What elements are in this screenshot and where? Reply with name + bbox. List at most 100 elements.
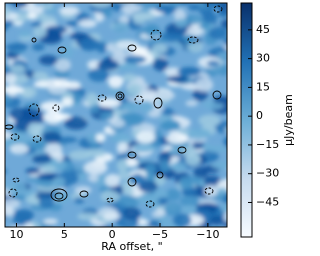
noise-blob: [43, 218, 59, 225]
contour: [150, 29, 162, 41]
noise-blob: [59, 6, 80, 16]
noise-blob: [101, 8, 113, 18]
noise-blob: [159, 121, 181, 131]
contour: [156, 171, 164, 179]
noise-blob: [117, 158, 129, 173]
noise-blob: [18, 30, 31, 38]
noise-blob: [74, 197, 85, 204]
contour: [54, 192, 64, 200]
colorbar: [240, 2, 253, 238]
noise-blob: [167, 3, 188, 8]
noise-blob: [154, 174, 166, 186]
noise-blob: [181, 205, 197, 215]
noise-blob: [157, 197, 169, 205]
noise-blob: [170, 162, 187, 172]
noise-blob: [102, 211, 120, 221]
noise-blob: [223, 37, 227, 45]
noise-blob: [41, 165, 56, 173]
contour: [187, 36, 199, 44]
noise-blob: [73, 231, 86, 238]
noise-blob: [166, 75, 189, 83]
noise-blob: [107, 75, 124, 88]
noise-blob: [121, 101, 141, 112]
noise-blob: [95, 132, 106, 143]
noise-blob: [179, 195, 200, 207]
noise-blob: [135, 230, 147, 237]
contour: [127, 44, 137, 52]
noise-blob: [89, 3, 112, 8]
noise-blob: [172, 213, 192, 227]
noise-blob: [193, 166, 209, 179]
contour: [145, 200, 155, 208]
noise-blob: [132, 13, 146, 25]
noise-blob: [99, 111, 115, 121]
noise-blob: [220, 18, 227, 29]
noise-blob: [12, 131, 27, 139]
noise-blob: [66, 20, 78, 27]
noise-blob: [198, 114, 221, 127]
x-tick-label: 5: [61, 228, 68, 241]
noise-blob: [225, 39, 227, 46]
noise-blob: [187, 128, 211, 140]
noise-blob: [57, 0, 78, 2]
contour: [8, 188, 18, 198]
noise-blob: [5, 131, 13, 140]
contour: [127, 177, 137, 187]
noise-blob: [53, 79, 70, 88]
noise-blob: [144, 163, 157, 175]
noise-blob: [90, 230, 104, 236]
noise-blob: [100, 190, 120, 203]
noise-blob: [195, 202, 218, 210]
noise-blob: [84, 42, 97, 49]
noise-blob: [58, 136, 78, 143]
noise-blob: [126, 83, 142, 96]
noise-blob: [203, 175, 221, 187]
noise-blob: [31, 43, 45, 51]
contour: [10, 133, 20, 141]
noise-blob: [177, 66, 201, 77]
noise-blob: [12, 216, 32, 226]
x-tick-label: 10: [9, 228, 23, 241]
noise-blob: [78, 19, 97, 28]
noise-blob: [223, 136, 227, 147]
noise-blob: [146, 37, 169, 44]
noise-blobs: [5, 0, 241, 240]
contour: [12, 177, 20, 183]
noise-blob: [105, 173, 121, 187]
noise-blob: [209, 215, 224, 226]
noise-blob: [57, 0, 70, 3]
noise-blob: [33, 26, 47, 38]
noise-blob: [140, 100, 153, 114]
noise-blob: [162, 108, 174, 116]
noise-blob: [9, 107, 28, 121]
noise-blob: [223, 211, 227, 222]
noise-blob: [220, 203, 227, 214]
noise-blob: [37, 172, 57, 181]
noise-blob: [206, 60, 220, 67]
noise-blob: [83, 160, 108, 175]
noise-blob: [185, 153, 201, 167]
noise-blob: [195, 77, 214, 92]
contour: [28, 103, 40, 117]
noise-blob: [222, 227, 241, 240]
noise-blob: [167, 148, 182, 155]
colorbar-tick-label: −15: [256, 138, 279, 151]
noise-blob: [38, 196, 55, 209]
contour: [31, 37, 37, 43]
contour: [212, 90, 222, 100]
noise-blob: [5, 5, 10, 18]
colorbar-tick-label: 0: [256, 109, 263, 122]
colorbar-tick-label: −30: [256, 167, 279, 180]
contour: [50, 188, 68, 202]
noise-blob: [5, 26, 8, 31]
noise-blob: [43, 110, 64, 124]
noise-blob: [140, 95, 154, 103]
noise-blob: [152, 57, 168, 72]
noise-blob: [112, 21, 130, 34]
noise-blob: [116, 195, 140, 209]
noise-blob: [175, 18, 188, 28]
noise-blob: [44, 143, 63, 154]
noise-blob: [217, 11, 227, 18]
noise-blob: [111, 50, 129, 65]
noise-blob: [168, 130, 181, 137]
